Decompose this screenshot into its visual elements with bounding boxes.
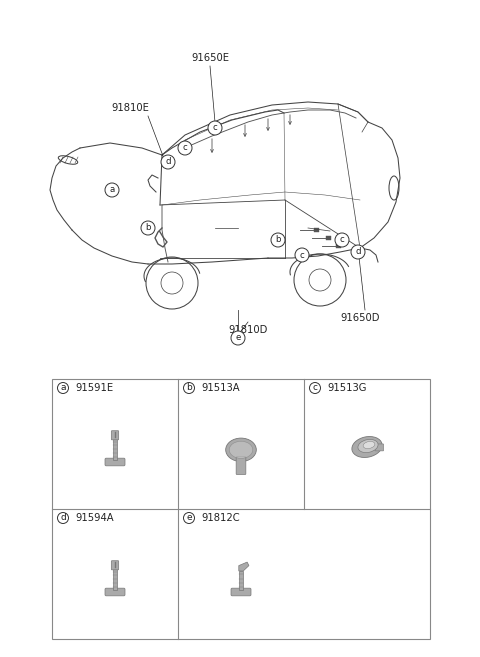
Circle shape bbox=[271, 233, 285, 247]
FancyBboxPatch shape bbox=[111, 560, 119, 570]
Bar bbox=[239, 570, 243, 590]
FancyBboxPatch shape bbox=[231, 588, 251, 596]
Circle shape bbox=[58, 382, 69, 394]
Ellipse shape bbox=[352, 436, 382, 457]
FancyBboxPatch shape bbox=[236, 457, 246, 474]
Circle shape bbox=[161, 155, 175, 169]
Circle shape bbox=[310, 382, 321, 394]
Text: 91650D: 91650D bbox=[340, 313, 380, 323]
Polygon shape bbox=[239, 562, 249, 571]
Text: c: c bbox=[213, 124, 217, 133]
Circle shape bbox=[295, 248, 309, 262]
Ellipse shape bbox=[358, 440, 378, 453]
Text: e: e bbox=[235, 334, 240, 342]
Text: b: b bbox=[275, 235, 281, 244]
Text: d: d bbox=[165, 158, 171, 166]
Text: 91650E: 91650E bbox=[191, 53, 229, 63]
FancyBboxPatch shape bbox=[375, 444, 384, 451]
Text: 91513A: 91513A bbox=[201, 383, 240, 393]
Circle shape bbox=[335, 233, 349, 247]
Text: c: c bbox=[300, 250, 304, 260]
Text: 91810E: 91810E bbox=[111, 103, 149, 113]
FancyBboxPatch shape bbox=[105, 588, 125, 596]
FancyBboxPatch shape bbox=[111, 431, 119, 440]
Text: 91594A: 91594A bbox=[75, 513, 114, 523]
Circle shape bbox=[58, 512, 69, 524]
Bar bbox=[113, 439, 117, 460]
Text: c: c bbox=[312, 384, 317, 392]
Circle shape bbox=[105, 183, 119, 197]
Bar bbox=[336, 244, 341, 248]
Circle shape bbox=[141, 221, 155, 235]
Ellipse shape bbox=[229, 442, 252, 459]
Circle shape bbox=[183, 382, 194, 394]
Circle shape bbox=[178, 141, 192, 155]
Text: 91812C: 91812C bbox=[201, 513, 240, 523]
Text: 91810D: 91810D bbox=[228, 325, 268, 335]
Text: b: b bbox=[186, 384, 192, 392]
FancyBboxPatch shape bbox=[105, 458, 125, 466]
Text: 91513G: 91513G bbox=[327, 383, 367, 393]
Text: c: c bbox=[340, 235, 344, 244]
Text: d: d bbox=[60, 514, 66, 522]
Circle shape bbox=[231, 331, 245, 345]
Bar bbox=[326, 236, 331, 240]
Text: d: d bbox=[355, 248, 361, 256]
Text: a: a bbox=[109, 185, 115, 194]
Circle shape bbox=[183, 512, 194, 524]
Text: a: a bbox=[60, 384, 66, 392]
Bar bbox=[113, 569, 117, 590]
Circle shape bbox=[351, 245, 365, 259]
Text: b: b bbox=[145, 223, 151, 233]
Text: c: c bbox=[182, 143, 187, 152]
Circle shape bbox=[208, 121, 222, 135]
Text: 91591E: 91591E bbox=[75, 383, 113, 393]
Text: e: e bbox=[186, 514, 192, 522]
Ellipse shape bbox=[226, 438, 256, 461]
Ellipse shape bbox=[363, 442, 375, 449]
Bar bbox=[314, 228, 319, 232]
Bar bbox=[52, 379, 430, 639]
